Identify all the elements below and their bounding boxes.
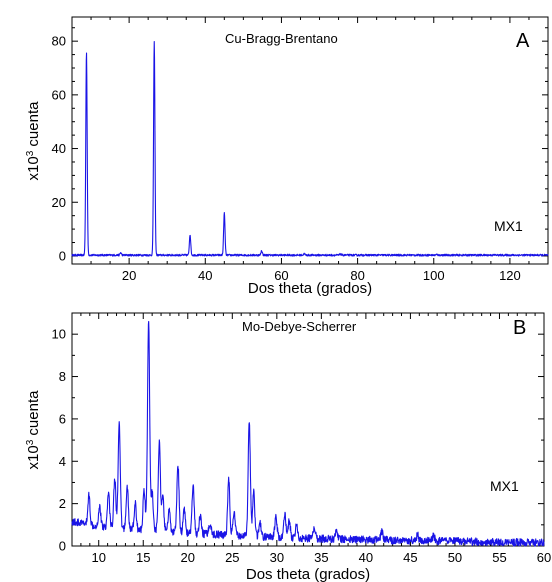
panel-a-x-axis-title: Dos theta (grados) — [248, 280, 372, 297]
panel-a-plot-frame — [71, 16, 549, 265]
panel-b-letter: B — [513, 317, 526, 339]
panel-a-tick-labels: 20 40 60 80 100 120 0 20 40 60 80 — [52, 34, 521, 283]
y-tick-label: 40 — [52, 141, 66, 156]
panel-a-sample-label: MX1 — [494, 218, 523, 234]
panel-b-y-axis-exponent: 3 — [25, 439, 36, 445]
panel-a-y-axis-exponent: 3 — [25, 150, 36, 156]
panel-a-title: Cu-Bragg-Brentano — [225, 31, 338, 46]
y-tick-label: 20 — [52, 195, 66, 210]
panel-b-y-axis-prefix: x10 — [25, 445, 42, 469]
panel-b-y-axis-suffix: cuenta — [25, 390, 42, 440]
x-tick-label: 40 — [198, 268, 212, 283]
x-tick-label: 100 — [423, 268, 445, 283]
panel-b-y-axis-title: x103 cuenta — [25, 390, 43, 470]
panel-b-sample-label: MX1 — [490, 478, 519, 494]
x-tick-label: 10 — [91, 550, 105, 565]
panel-a-ticks — [71, 17, 549, 264]
x-tick-label: 25 — [225, 550, 239, 565]
x-tick-label: 50 — [448, 550, 462, 565]
panel-a: 20 40 60 80 100 120 0 20 40 60 80 Cu-Bragg-Brentan… — [25, 16, 549, 297]
y-tick-label: 10 — [52, 327, 66, 342]
x-tick-label: 60 — [537, 550, 551, 565]
y-tick-label: 2 — [59, 496, 66, 511]
x-tick-label: 20 — [122, 268, 136, 283]
panel-b-diffraction-line — [71, 320, 545, 547]
y-tick-label: 8 — [59, 369, 66, 384]
x-tick-label: 55 — [492, 550, 506, 565]
x-tick-label: 15 — [136, 550, 150, 565]
y-tick-label: 0 — [59, 539, 66, 554]
x-tick-label: 45 — [403, 550, 417, 565]
panel-b-tick-labels: 10 15 20 25 30 35 40 45 50 55 60 0 2 4 6 8 10 — [52, 327, 552, 565]
panel-a-y-axis-suffix: cuenta — [25, 101, 42, 151]
panel-b-x-axis-title: Dos theta (grados) — [246, 566, 370, 582]
x-tick-label: 40 — [359, 550, 373, 565]
panel-a-y-axis-prefix: x10 — [25, 156, 42, 180]
x-tick-label: 80 — [350, 268, 364, 283]
y-tick-label: 6 — [59, 411, 66, 426]
x-tick-label: 30 — [270, 550, 284, 565]
y-tick-label: 0 — [59, 248, 66, 263]
x-tick-label: 120 — [499, 268, 521, 283]
x-tick-label: 35 — [314, 550, 328, 565]
x-tick-label: 20 — [181, 550, 195, 565]
x-tick-label: 60 — [274, 268, 288, 283]
panel-a-y-axis-title: x103 cuenta — [25, 101, 43, 181]
y-tick-label: 80 — [52, 34, 66, 49]
panel-b-title: Mo-Debye-Scherrer — [242, 319, 357, 334]
y-tick-label: 60 — [52, 87, 66, 102]
panel-a-letter: A — [516, 30, 530, 52]
panel-b-plot-frame — [71, 312, 545, 547]
panel-a-diffraction-line — [71, 41, 549, 257]
y-tick-label: 4 — [59, 454, 66, 469]
panel-b: 10 15 20 25 30 35 40 45 50 55 60 0 2 4 6 8 10 Mo-Debye-S… — [25, 312, 552, 582]
